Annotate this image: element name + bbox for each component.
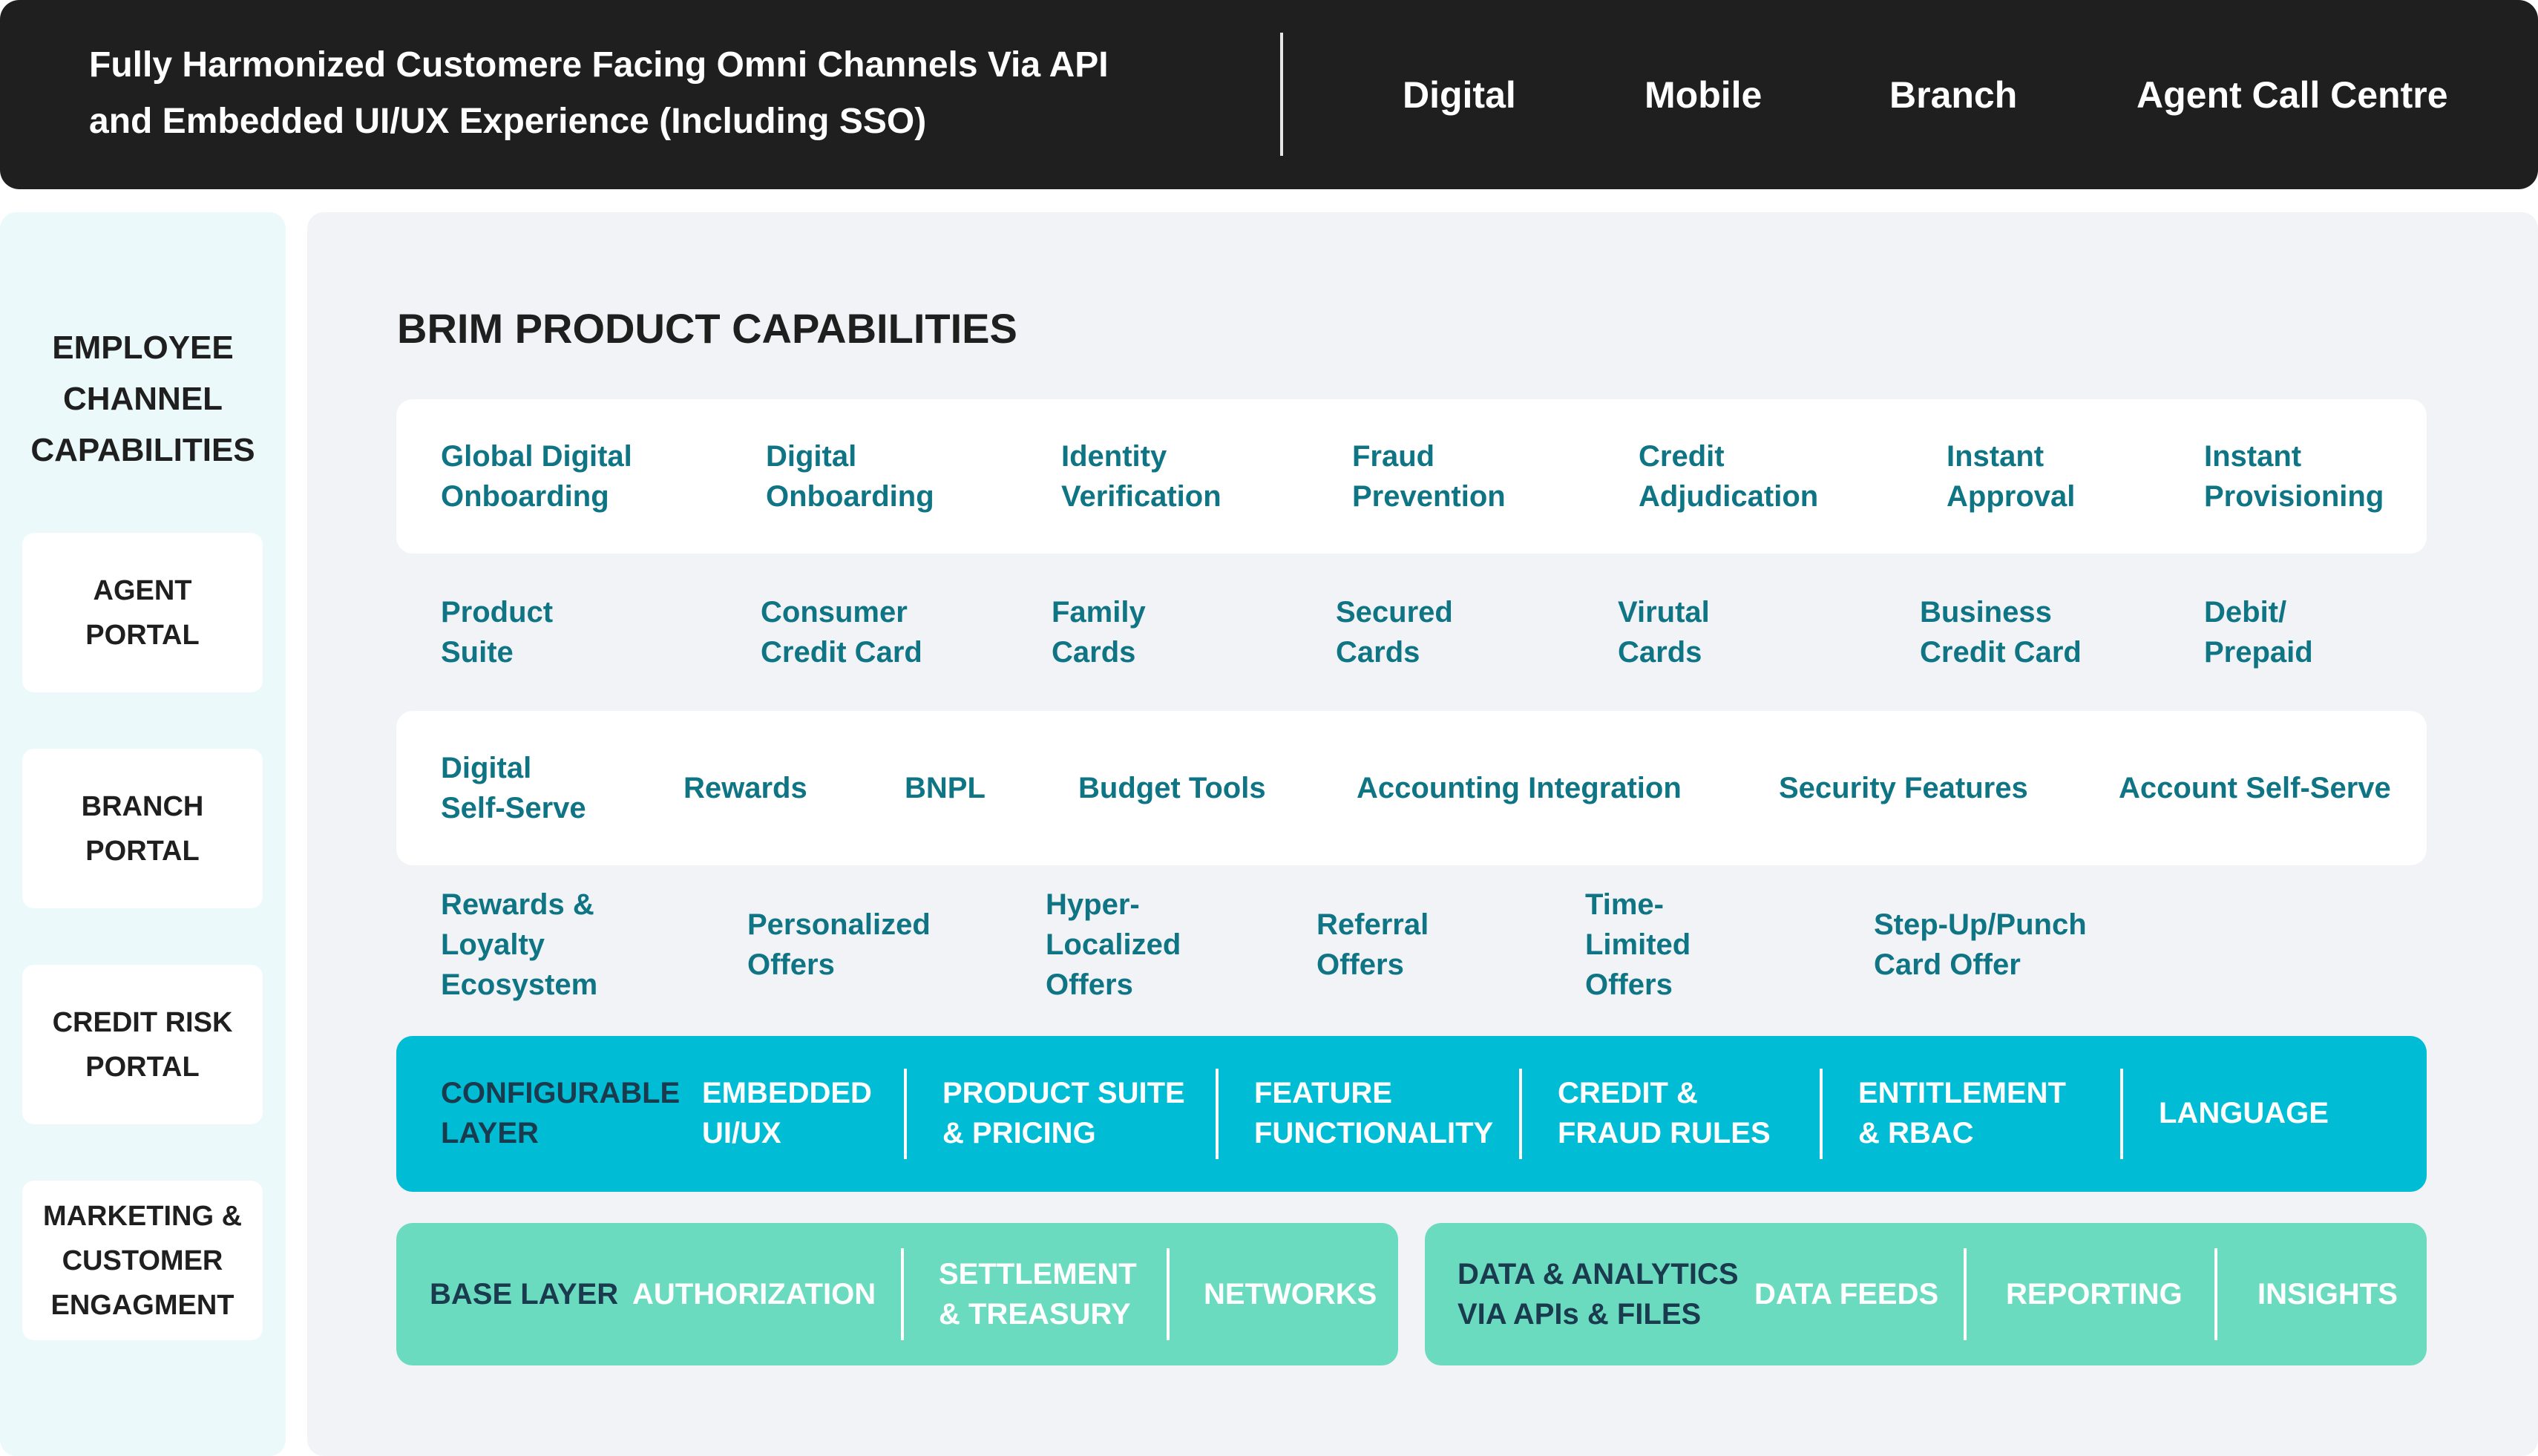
config-feature-functionality: FEATURE FUNCTIONALITY <box>1254 1077 1494 1150</box>
omni-channel-banner: Fully Harmonized Customere Facing Omni C… <box>0 0 2538 189</box>
channel-branch: Branch <box>1889 74 2018 116</box>
cap-referral-offers: Referral Offers <box>1316 908 1429 981</box>
config-entitlement-rbac: ENTITLEMENT & RBAC <box>1858 1077 2066 1150</box>
config-product-suite-pricing: PRODUCT SUITE & PRICING <box>942 1077 1185 1150</box>
config-divider <box>904 1069 907 1159</box>
cap-family-cards: Family Cards <box>1052 596 1146 669</box>
cap-virtual-cards: Virutal Cards <box>1618 596 1710 669</box>
config-divider <box>2120 1069 2123 1159</box>
cap-consumer-credit-card: Consumer Credit Card <box>761 596 922 669</box>
product-capabilities-title: BRIM PRODUCT CAPABILITIES <box>397 305 1017 352</box>
base-authorization: AUTHORIZATION <box>632 1278 876 1311</box>
analytics-divider <box>1964 1248 1967 1340</box>
config-embedded-ui-ux: EMBEDDED UI/UX <box>702 1077 872 1150</box>
branch-portal: BRANCH PORTAL <box>22 749 263 908</box>
credit-risk-portal: CREDIT RISK PORTAL <box>22 965 263 1124</box>
self-serve-row-band <box>396 711 2427 865</box>
channel-agent-call-centre: Agent Call Centre <box>2137 74 2448 116</box>
base-networks: NETWORKS <box>1204 1278 1377 1311</box>
channel-digital: Digital <box>1403 74 1516 116</box>
cap-instant-approval: Instant Approval <box>1947 440 2076 513</box>
base-divider <box>1167 1248 1170 1340</box>
banner-divider <box>1280 33 1283 156</box>
cap-product-suite: Product Suite <box>441 596 554 669</box>
configurable-layer-label: CONFIGURABLE LAYER <box>441 1077 681 1150</box>
banner-description: Fully Harmonized Customere Facing Omni C… <box>89 37 1109 150</box>
data-analytics-band <box>1425 1223 2427 1365</box>
banner-line-1: Fully Harmonized Customere Facing Omni C… <box>89 45 1109 85</box>
cap-security-features: Security Features <box>1779 772 2028 804</box>
config-divider <box>1519 1069 1522 1159</box>
base-settlement-treasury: SETTLEMENT & TREASURY <box>939 1258 1137 1331</box>
cap-time-limited-offers: Time- Limited Offers <box>1585 888 1691 1001</box>
cap-rewards-loyalty-ecosystem: Rewards & Loyalty Ecosystem <box>441 888 598 1001</box>
banner-line-2: and Embedded UI/UX Experience (Including… <box>89 102 927 141</box>
analytics-insights: INSIGHTS <box>2257 1278 2398 1311</box>
cap-digital-onboarding: Digital Onboarding <box>766 440 934 513</box>
employee-channel-title: EMPLOYEE CHANNEL CAPABILITIES <box>30 329 255 468</box>
analytics-reporting: REPORTING <box>2006 1278 2183 1311</box>
cap-secured-cards: Secured Cards <box>1336 596 1453 669</box>
cap-global-digital-onboarding: Global Digital Onboarding <box>441 440 632 513</box>
base-layer-label: BASE LAYER <box>430 1278 619 1311</box>
marketing-customer-engagement-portal: MARKETING & CUSTOMER ENGAGMENT <box>22 1181 263 1340</box>
config-divider <box>1216 1069 1219 1159</box>
config-language: LANGUAGE <box>2159 1097 2329 1129</box>
analytics-divider <box>2214 1248 2217 1340</box>
cap-instant-provisioning: Instant Provisioning <box>2204 440 2384 513</box>
cap-fraud-prevention: Fraud Prevention <box>1352 440 1506 513</box>
base-layer-band <box>396 1223 1398 1365</box>
base-divider <box>901 1248 904 1340</box>
cap-credit-adjudication: Credit Adjudication <box>1639 440 1819 513</box>
cap-identity-verification: Identity Verification <box>1061 440 1222 513</box>
cap-accounting-integration: Accounting Integration <box>1357 772 1682 804</box>
cap-bnpl: BNPL <box>905 772 986 804</box>
cap-account-self-serve: Account Self-Serve <box>2119 772 2391 804</box>
employee-channel-column: EMPLOYEE CHANNEL CAPABILITIES AGENT PORT… <box>0 212 286 1456</box>
cap-step-up-punch-card-offer: Step-Up/Punch Card Offer <box>1874 908 2087 981</box>
channel-mobile: Mobile <box>1645 74 1762 116</box>
onboarding-row-band <box>396 399 2427 554</box>
agent-portal: AGENT PORTAL <box>22 533 263 692</box>
cap-rewards: Rewards <box>683 772 807 804</box>
configurable-layer-band <box>396 1036 2427 1192</box>
config-credit-fraud-rules: CREDIT & FRAUD RULES <box>1558 1077 1771 1150</box>
cap-debit-prepaid: Debit/ Prepaid <box>2204 596 2313 669</box>
data-analytics-label: DATA & ANALYTICS VIA APIs & FILES <box>1457 1258 1739 1331</box>
config-divider <box>1820 1069 1823 1159</box>
cap-digital-self-serve: Digital Self-Serve <box>441 752 586 824</box>
cap-business-credit-card: Business Credit Card <box>1920 596 2082 669</box>
cap-hyper-localized-offers: Hyper- Localized Offers <box>1046 888 1181 1001</box>
cap-budget-tools: Budget Tools <box>1078 772 1266 804</box>
analytics-data-feeds: DATA FEEDS <box>1754 1278 1939 1311</box>
cap-personalized-offers: Personalized Offers <box>747 908 931 981</box>
